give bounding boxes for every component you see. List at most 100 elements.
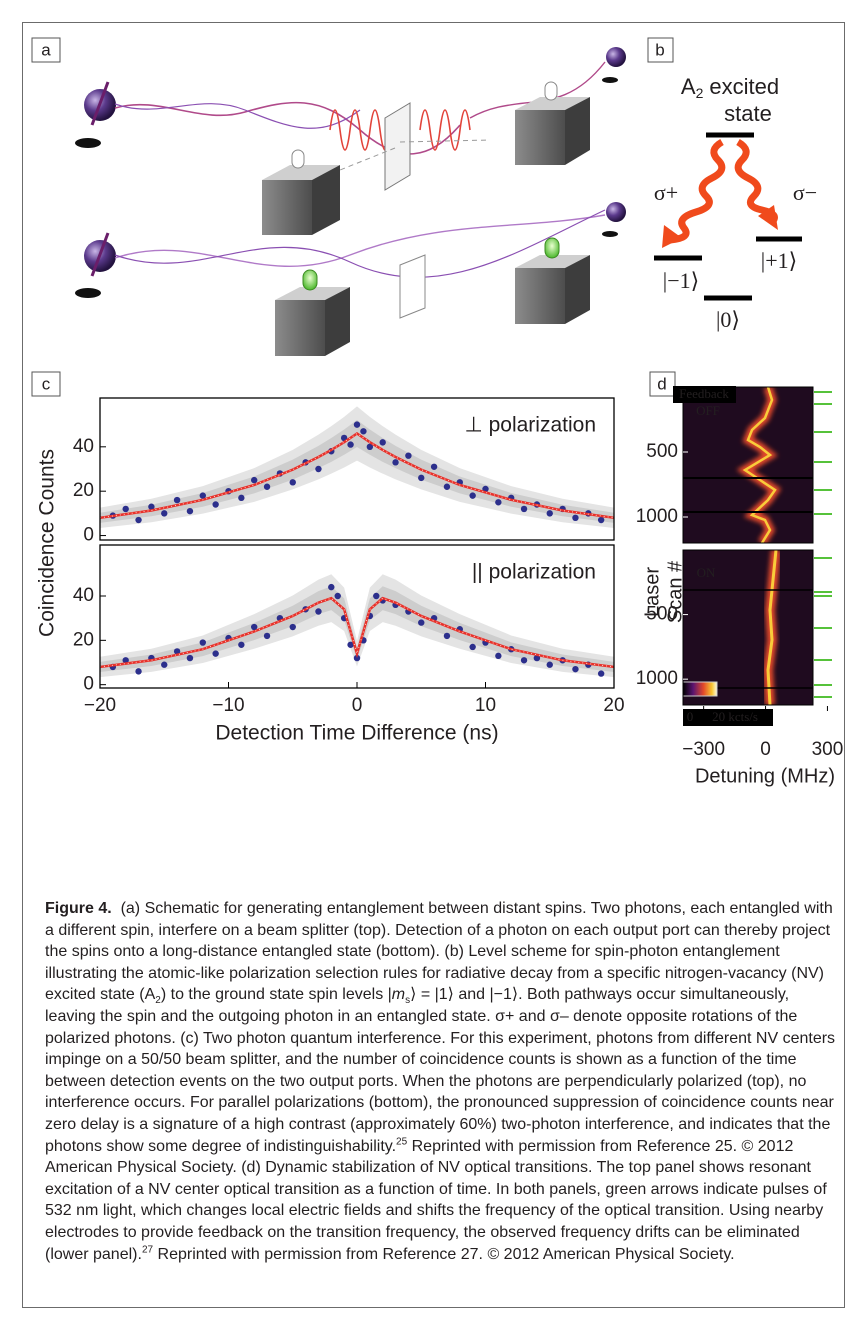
figure: a b c d [31, 37, 843, 787]
y-tick-label: 20 [73, 629, 94, 650]
x-tick-label: −20 [84, 695, 116, 716]
data-point [238, 494, 245, 502]
spin-arrow [90, 232, 110, 277]
confidence-band [100, 574, 614, 678]
figure-frame [22, 22, 845, 1308]
label-box [31, 371, 61, 397]
caption-sup: 27 [141, 1244, 154, 1256]
data-point [135, 668, 142, 675]
data-point [199, 639, 206, 646]
x-axis-label: Detuning (MHz) [695, 765, 835, 787]
data-point [418, 619, 425, 626]
data-point [347, 641, 354, 648]
data-point [469, 492, 476, 499]
data-point [161, 661, 168, 668]
caption-text: Reprinted with permission from Reference… [45, 1137, 827, 1263]
data-point [533, 654, 541, 662]
caption-text: (a) Schematic for generating entanglemen… [45, 900, 833, 1004]
colorbar [682, 681, 718, 697]
data-point [405, 452, 412, 459]
data-point [347, 441, 354, 448]
data-point [328, 583, 335, 591]
spin [606, 47, 626, 67]
fit-line-dots [99, 432, 615, 519]
schematic-a [75, 47, 626, 356]
transition [734, 138, 778, 225]
data-point [572, 665, 579, 673]
lamp [302, 269, 318, 291]
level-label: |−1⟩ [663, 268, 699, 293]
data-point [353, 421, 361, 428]
detector [515, 268, 565, 324]
data-point [373, 592, 380, 600]
x-tick-label: 0 [352, 695, 363, 716]
path [339, 147, 396, 171]
y-tick-label: 40 [73, 585, 94, 606]
data-point [263, 632, 271, 640]
data-point [597, 516, 605, 524]
detector [262, 165, 340, 180]
colorbar-label: 0 [687, 709, 694, 724]
caption-text: ⟩ = |1⟩ and |−1⟩. Both pathways occur si… [45, 986, 836, 1155]
y-axis-label: Scan # [664, 560, 686, 623]
y-tick-label: 0 [83, 674, 94, 695]
y-axis-label: Laser [641, 567, 663, 617]
data-point [186, 654, 194, 662]
arrow-head [758, 205, 778, 230]
spin-arrow [90, 81, 110, 126]
data-point [520, 657, 528, 664]
data-point [212, 650, 219, 657]
data-point [546, 510, 553, 517]
caption-sup: 25 [396, 1136, 408, 1148]
arrow-head [662, 225, 682, 248]
data-point [122, 505, 129, 513]
detector [565, 255, 590, 324]
lamp [544, 81, 558, 101]
state-title-sub: 2 [696, 85, 704, 101]
data-point [546, 661, 553, 668]
detector [325, 287, 350, 356]
data-point [520, 505, 528, 513]
photon [114, 209, 606, 278]
data-point [392, 459, 399, 466]
wave-packet [419, 109, 471, 151]
plot-frame [682, 386, 814, 544]
label-box [649, 371, 676, 397]
y-tick-label: 500 [646, 441, 678, 462]
data-point [597, 670, 605, 677]
lamp [291, 149, 305, 169]
annotation: || polarization [472, 561, 596, 584]
data-point [161, 510, 168, 517]
plot-frame [682, 549, 814, 706]
y-tick-label: 20 [73, 480, 94, 501]
y-axis-label: Coincidence Counts [36, 449, 59, 637]
data-point [315, 465, 322, 473]
y-tick-label: 1000 [636, 668, 678, 689]
panel-label: b [655, 40, 664, 59]
annotation: ON [697, 565, 716, 580]
data-point [418, 474, 425, 482]
photon [114, 101, 461, 155]
detector [275, 300, 325, 356]
confidence-band [100, 419, 614, 523]
detector [515, 110, 565, 165]
data-point [495, 652, 502, 660]
sigma-minus: σ− [793, 180, 817, 205]
colorbar-label: 20 kcts/s [712, 709, 758, 724]
label-box [673, 386, 736, 403]
caption-sub: s [405, 995, 411, 1007]
data-point [251, 623, 258, 631]
panel-label: c [42, 374, 51, 393]
data-point [482, 485, 489, 493]
caption: Figure 4. (a) Schematic for generating e… [45, 898, 837, 1265]
detector [565, 97, 590, 165]
data-point [289, 479, 296, 486]
data-point [366, 443, 374, 451]
label-box [31, 37, 61, 63]
wave-packet [329, 109, 391, 151]
panel-label: a [41, 40, 51, 59]
trace [742, 387, 777, 543]
spin [606, 202, 626, 222]
caption-italic: m [391, 986, 406, 1004]
